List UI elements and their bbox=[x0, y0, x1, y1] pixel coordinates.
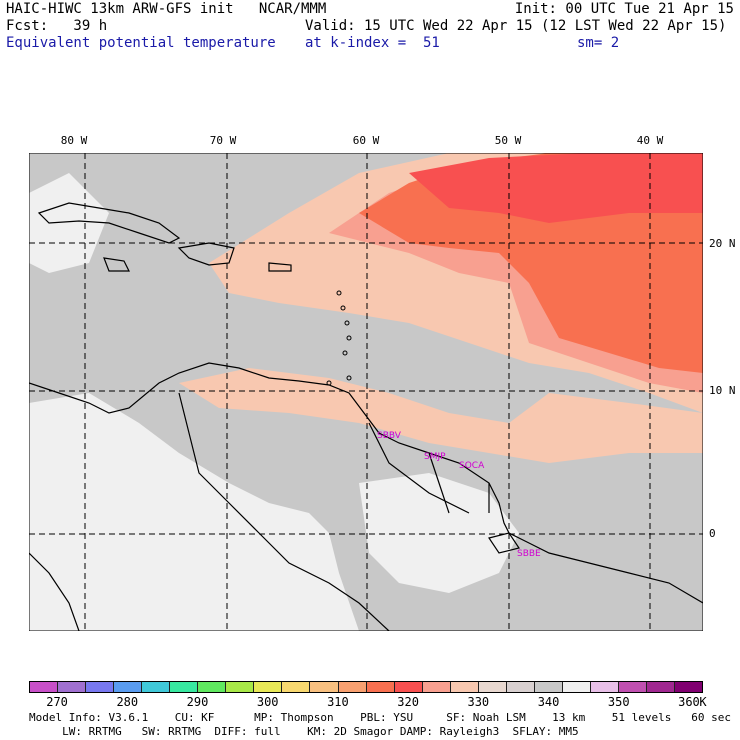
colorbar-swatch bbox=[506, 682, 535, 692]
colorbar-swatch bbox=[198, 682, 227, 692]
colorbar-tick-label: 290 bbox=[186, 695, 209, 709]
colorbar-swatch bbox=[394, 682, 423, 692]
colorbar-tick-label: 330 bbox=[467, 695, 490, 709]
graticule bbox=[29, 153, 703, 631]
field-mid-theta-south bbox=[179, 368, 703, 463]
header-line2-right: Valid: 15 UTC Wed 22 Apr 15 (12 LST Wed … bbox=[305, 18, 727, 34]
station-soca: SOCA bbox=[459, 461, 485, 471]
station-smjp: SMJP bbox=[424, 452, 446, 462]
k-index-label: at k-index = 51 bbox=[305, 35, 440, 51]
theta-e-map: SBBV SMJP SOCA SBBE bbox=[29, 153, 703, 631]
cuba-coast bbox=[37, 202, 181, 244]
colorbar-tick-label: 350 bbox=[607, 695, 630, 709]
colorbar-swatch bbox=[142, 682, 171, 692]
colorbar-swatch bbox=[647, 682, 676, 692]
pacific-coast bbox=[29, 552, 80, 631]
lat-label-20n: 20 N bbox=[709, 237, 736, 250]
colorbar-swatch bbox=[310, 682, 339, 692]
field-low-theta-region bbox=[29, 393, 359, 631]
colorbar-swatch bbox=[450, 682, 479, 692]
lon-label-70w: 70 W bbox=[209, 134, 237, 147]
colorbar-tick-label: 300 bbox=[256, 695, 279, 709]
puerto-rico-coast bbox=[268, 262, 292, 272]
colorbar-swatch bbox=[618, 682, 648, 692]
colorbar-tick-label: 340 bbox=[537, 695, 560, 709]
colorbar-tick-label: 320 bbox=[397, 695, 419, 709]
lon-label-40w: 40 W bbox=[636, 134, 664, 147]
header-line1-right: Init: 00 UTC Tue 21 Apr 15 bbox=[514, 1, 734, 17]
colorbar-swatch bbox=[254, 682, 283, 692]
colorbar-tick-label: 270 bbox=[46, 695, 68, 709]
colorbar-swatch bbox=[534, 682, 563, 692]
colorbar-swatch bbox=[590, 682, 619, 692]
colorbar-swatch bbox=[226, 682, 255, 692]
field-max-theta-streak bbox=[409, 153, 703, 223]
hispaniola-coast bbox=[177, 242, 235, 266]
colorbar-swatch bbox=[30, 682, 59, 692]
lesser-antilles bbox=[326, 290, 352, 386]
header-line1-left: HAIC-HIWC 13km ARW-GFS init NCAR/MMM bbox=[6, 1, 327, 17]
colorbar-swatch bbox=[422, 682, 451, 692]
colorbar-swatch bbox=[338, 682, 367, 692]
colorbar-swatch bbox=[366, 682, 395, 692]
colorbar-tick-label: 280 bbox=[116, 695, 139, 709]
lat-label-10n: 10 N bbox=[709, 384, 736, 397]
smoothing-label: sm= 2 bbox=[577, 35, 620, 51]
field-title: Equivalent potential temperature bbox=[6, 35, 276, 51]
colorbar-swatch bbox=[562, 682, 591, 692]
field-low-theta-guianas bbox=[359, 473, 519, 593]
colorbar bbox=[29, 681, 703, 693]
lon-label-60w: 60 W bbox=[352, 134, 380, 147]
colorbar-swatch bbox=[170, 682, 199, 692]
border-suriname bbox=[428, 452, 450, 514]
lon-label-80w: 80 W bbox=[60, 134, 88, 147]
colorbar-swatch bbox=[114, 682, 143, 692]
lat-label-0: 0 bbox=[709, 527, 716, 540]
header-line2-left: Fcst: 39 h bbox=[6, 18, 108, 34]
colorbar-tick-label: 310 bbox=[327, 695, 349, 709]
colorbar-swatch bbox=[86, 682, 115, 692]
south-america-north-coast bbox=[29, 362, 703, 604]
model-info-line2: LW: RRTMG SW: RRTMG DIFF: full KM: 2D Sm… bbox=[29, 725, 579, 738]
station-sbbv: SBBV bbox=[377, 431, 402, 441]
border-venezuela-colombia bbox=[178, 392, 390, 631]
colorbar-swatch bbox=[58, 682, 87, 692]
colorbar-swatch bbox=[675, 682, 703, 692]
colorbar-tick-label: 360 bbox=[678, 695, 700, 709]
jamaica-coast bbox=[103, 257, 130, 272]
marajo-island bbox=[488, 532, 520, 554]
colorbar-swatch bbox=[478, 682, 507, 692]
colorbar-swatch bbox=[282, 682, 311, 692]
colorbar-unit: K bbox=[699, 695, 707, 709]
model-info-line1: Model Info: V3.6.1 CU: KF MP: Thompson P… bbox=[29, 711, 731, 724]
lon-label-50w: 50 W bbox=[494, 134, 522, 147]
field-low-theta-west bbox=[29, 173, 109, 273]
coastlines bbox=[29, 202, 703, 631]
station-sbbe: SBBE bbox=[517, 549, 541, 559]
border-guyana bbox=[368, 422, 470, 514]
